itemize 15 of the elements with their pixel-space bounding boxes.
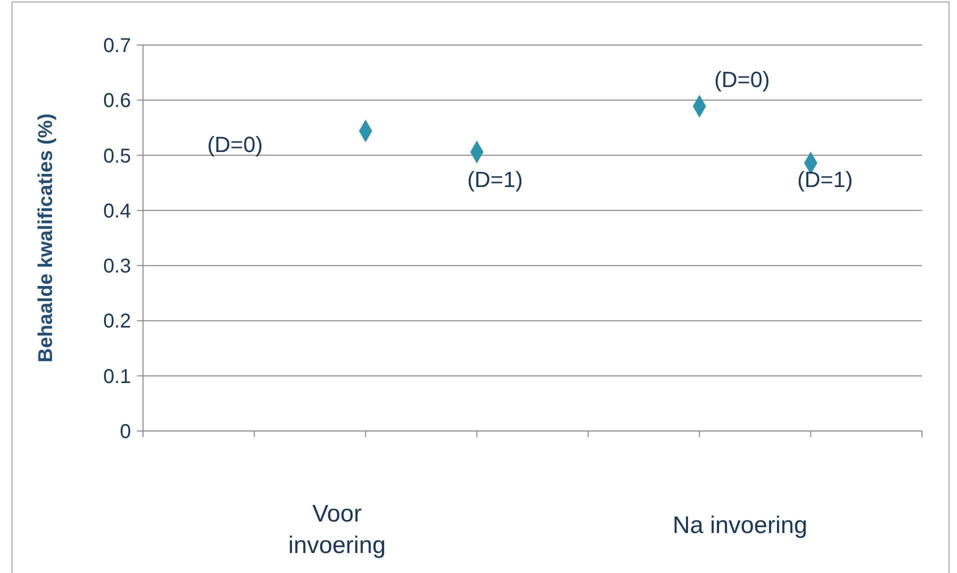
text: Voor invoering: [288, 500, 386, 559]
text: Na invoering: [672, 512, 808, 539]
y-axis-title: Behaalde kwalificaties (%): [35, 114, 57, 362]
y-tick-label: 0: [120, 421, 131, 443]
annotation: (D=1): [797, 167, 853, 192]
y-tick-label: 0.6: [103, 90, 131, 112]
y-tick-label: 0.3: [103, 256, 131, 278]
y-tick-label: 0.1: [103, 366, 131, 388]
y-tick-label: 0.5: [103, 145, 131, 168]
y-tick-label: 0.4: [103, 200, 131, 222]
y-tick-label: 0.7: [103, 35, 131, 57]
annotation: (D=0): [714, 67, 770, 92]
annotation: (D=0): [207, 132, 263, 157]
y-tick-label: 0.2: [103, 310, 131, 333]
annotation: (D=1): [467, 167, 523, 192]
